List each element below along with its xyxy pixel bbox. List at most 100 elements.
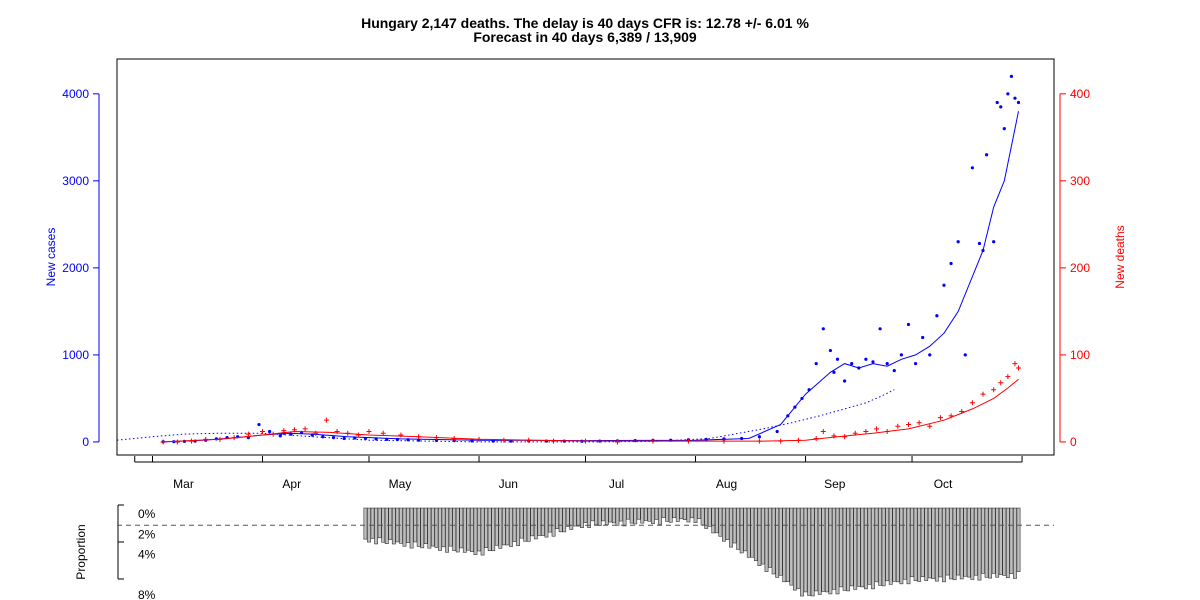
proportion-bar [409,507,414,549]
proportion-bar [832,507,836,590]
deaths-point [969,400,975,406]
left-tick-label: 1000 [62,348,89,362]
proportion-bar [423,507,428,545]
cases-point [885,362,889,366]
deaths-point [895,423,901,429]
proportion-bar [938,507,943,578]
left-axis: 0 1000 2000 3000 4000 [62,87,100,449]
proportion-bar [757,507,762,566]
proportion-bar [807,507,812,596]
cases-point [913,362,918,366]
proportion-bar [672,507,677,518]
cases-point [864,357,868,361]
deaths-point [245,431,251,437]
proportion-bar [480,507,485,556]
proportion-tick-label: 4% [138,548,156,562]
left-tick-label: 4000 [62,87,89,101]
proportion-bar [793,507,797,591]
proportion-bar [668,507,673,523]
proportion-bar [920,507,925,578]
cases-point [842,379,847,383]
proportion-bar [796,507,801,589]
deaths-point [302,426,308,432]
proportion-bar [821,507,826,592]
proportion-bar [462,507,467,553]
cases-point [814,362,818,366]
proportion-bar [970,507,975,580]
cases-point [999,105,1003,109]
cases-point [977,241,982,246]
cases-point [906,322,911,327]
proportion-bar [484,507,489,548]
proportion-bar [594,507,599,526]
proportion-bar [384,507,389,544]
proportion-bar [679,507,684,520]
proportion-bar [675,507,680,522]
proportion-bar [562,507,567,533]
x-axis: Mar Apr May Jun Jul Aug Sep Oct [134,456,1023,491]
proportion-bar [619,507,623,522]
proportion-bar [370,507,375,539]
proportion-bar [778,507,783,576]
proportion-bar [516,507,520,546]
proportion-bar [533,507,538,540]
cases-point [821,327,825,331]
cases-point [928,353,932,357]
proportion-bar [856,507,861,587]
proportion-bar [846,507,851,592]
proportion-bar [849,507,854,587]
right-tick-label: 100 [1070,348,1090,362]
proportion-bar [651,507,655,524]
proportion-bar [633,507,638,525]
proportion-bar [835,507,840,595]
proportion-bar [934,507,939,582]
cases-point [835,357,840,361]
proportion-bar [391,507,396,545]
proportion-bar [714,507,719,534]
deaths-point [820,429,826,435]
proportion-bar [544,507,549,538]
proportion-bar [888,507,893,585]
proportion-bar [753,507,758,562]
proportion-bar [895,507,900,583]
proportion-bar [445,507,449,553]
proportion-bar [942,507,946,583]
right-tick-label: 0 [1070,435,1077,449]
proportion-bar [611,507,616,524]
cases-point [892,368,896,373]
cases-point [921,335,925,340]
cases-point [832,370,836,374]
deaths-point [1016,365,1022,371]
proportion-bar [927,507,932,579]
proportion-bar [771,507,776,575]
proportion-bar [824,507,829,593]
proportion-bar [956,507,961,576]
proportion-bar [452,507,457,551]
proportion-bar [853,507,858,590]
proportion-bar [867,507,872,585]
left-tick-label: 2000 [62,261,89,275]
cases-point [871,360,875,364]
proportion-bar [459,507,464,549]
proportion-bar [590,507,595,522]
proportion-bar [700,507,705,526]
proportion-bar [785,507,790,583]
right-axis: 0 100 200 300 400 [1059,87,1090,449]
proportion-bar [441,507,446,548]
proportion-axis: 0% 2% 4% 8% [117,504,1054,600]
cases-point [963,353,967,357]
cases-point [775,429,779,434]
proportion-bar [548,507,552,533]
proportion-bar [739,507,744,554]
proportion-bar [555,507,560,530]
proportion-bar [572,507,577,527]
chart-title: Hungary 2,147 deaths. The delay is 40 da… [361,15,809,31]
proportion-bar [541,507,545,536]
y-axis-label-right: New deaths [1113,225,1127,288]
proportion-bar [881,507,886,587]
cases-point [995,100,999,105]
deaths-point [313,430,319,436]
cases-point [935,314,939,318]
deaths-point [174,439,180,445]
